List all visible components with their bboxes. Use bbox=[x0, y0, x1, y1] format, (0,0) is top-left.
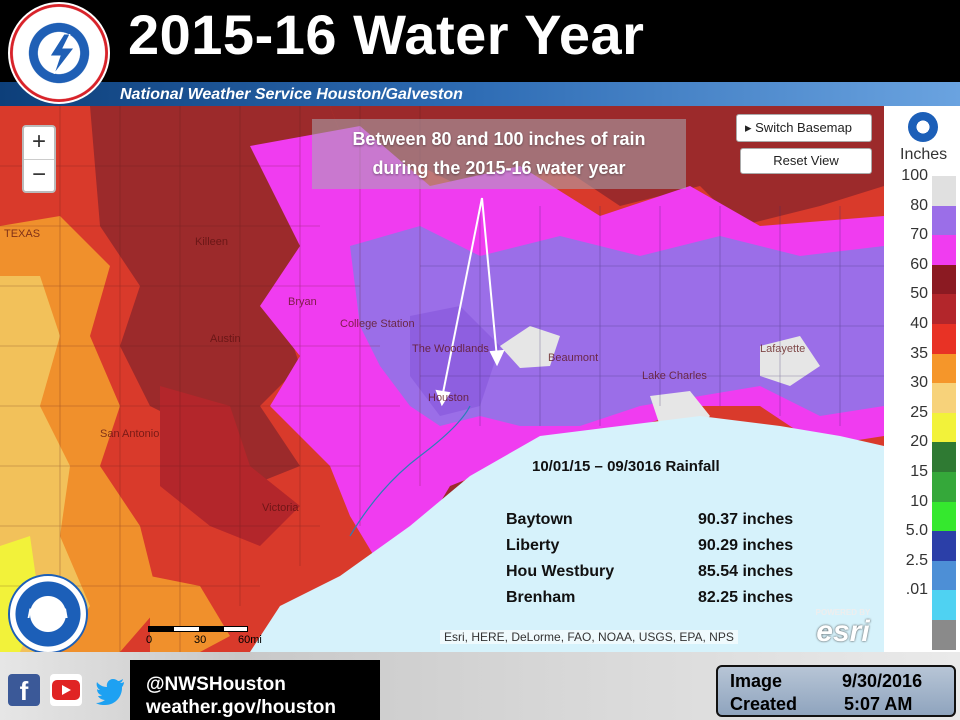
place-label: Killeen bbox=[195, 236, 229, 248]
noaa-small-logo bbox=[908, 112, 938, 142]
created-date: 9/30/2016 bbox=[842, 671, 923, 691]
site-name: Hou Westbury bbox=[506, 563, 615, 580]
legend-label: 100 bbox=[901, 167, 928, 184]
rainfall-row: Liberty 90.29 inches bbox=[506, 537, 816, 563]
place-label: Bryan bbox=[288, 296, 317, 308]
legend-swatch bbox=[932, 353, 956, 384]
callout-box: Between 80 and 100 inches of rain during… bbox=[312, 119, 686, 189]
legend-swatch bbox=[932, 560, 956, 591]
rainfall-title: 10/01/15 – 09/3016 Rainfall bbox=[532, 458, 720, 475]
scale-label-60: 60mi bbox=[238, 634, 262, 646]
handle-bar bbox=[130, 660, 380, 720]
noaa-logo: NOAA bbox=[8, 574, 88, 654]
legend-units: Inches bbox=[900, 146, 948, 163]
legend-label: 50 bbox=[910, 285, 928, 303]
page-title: 2015-16 Water Year bbox=[128, 3, 645, 66]
youtube-icon[interactable] bbox=[50, 674, 82, 706]
legend-label: 15 bbox=[910, 463, 928, 480]
image-label: Image bbox=[730, 671, 783, 691]
rainfall-row: Hou Westbury 85.54 inches bbox=[506, 563, 816, 589]
noaa-logo-text: NOAA bbox=[27, 605, 69, 621]
zoom-in-button[interactable]: + bbox=[31, 128, 46, 155]
legend-swatch bbox=[932, 531, 956, 562]
legend-panel: Inches 100 80 70 60 50 40 35 30 25 20 15 10 5.0 2.5 .0… bbox=[884, 106, 960, 652]
legend-label: 10 bbox=[910, 492, 928, 510]
legend-swatch bbox=[932, 590, 956, 621]
legend-swatch bbox=[932, 472, 956, 502]
legend-swatch bbox=[932, 383, 956, 414]
legend-label: 20 bbox=[910, 433, 928, 451]
site-name: Brenham bbox=[506, 589, 576, 606]
place-label: Victoria bbox=[262, 502, 299, 514]
image-created-box: Image Created 9/30/2016 5:07 AM bbox=[716, 665, 956, 717]
place-label: Lake Charles bbox=[642, 370, 707, 382]
legend-label: 5.0 bbox=[905, 522, 928, 540]
rainfall-amount: 90.37 inches bbox=[698, 511, 794, 528]
rainfall-amount: 82.25 inches bbox=[698, 589, 794, 606]
legend-label: .01 bbox=[905, 581, 928, 599]
legend-label: 35 bbox=[910, 344, 928, 362]
place-label: Beaumont bbox=[548, 352, 599, 364]
zoom-control: + − bbox=[22, 125, 56, 193]
legend-swatch bbox=[932, 412, 956, 443]
legend-label: 30 bbox=[910, 374, 928, 392]
rainfall-row: Baytown 90.37 inches bbox=[506, 511, 816, 537]
switch-basemap-button[interactable]: ▸ Switch Basemap bbox=[736, 114, 872, 142]
site-name: Liberty bbox=[506, 537, 560, 554]
place-label: College Station bbox=[340, 318, 415, 330]
legend-swatch bbox=[932, 176, 956, 206]
legend-swatch bbox=[932, 205, 956, 236]
scale-label-0: 0 bbox=[146, 634, 153, 646]
callout-line-1: Between 80 and 100 inches of rain bbox=[352, 129, 646, 149]
esri-logo: POWERED BY esri bbox=[808, 608, 878, 648]
rainfall-row: Brenham 82.25 inches bbox=[506, 589, 816, 615]
scale-bar bbox=[148, 626, 248, 632]
legend-swatch bbox=[932, 620, 956, 650]
map-attribution: Esri, HERE, DeLorme, FAO, NOAA, USGS, EP… bbox=[440, 630, 738, 644]
page-subtitle: National Weather Service Houston/Galvest… bbox=[120, 86, 463, 103]
legend-swatch bbox=[932, 442, 956, 473]
website-link[interactable]: weather.gov/houston bbox=[146, 697, 337, 718]
created-label: Created bbox=[730, 694, 798, 714]
place-label: Austin bbox=[210, 333, 241, 345]
zoom-out-button[interactable]: − bbox=[24, 159, 54, 191]
legend-swatch bbox=[932, 501, 956, 532]
legend-label: 25 bbox=[910, 403, 928, 421]
legend-label: 80 bbox=[910, 196, 928, 214]
place-label: San Antonio bbox=[100, 428, 160, 440]
scale-label-30: 30 bbox=[194, 634, 207, 646]
legend-swatch bbox=[932, 235, 956, 266]
legend-swatch bbox=[932, 324, 956, 354]
subtitle-bar bbox=[0, 82, 960, 106]
legend-label: 40 bbox=[910, 315, 928, 332]
place-label: TEXAS bbox=[4, 228, 41, 240]
place-label: The Woodlands bbox=[412, 343, 489, 355]
esri-powered-text: POWERED BY bbox=[815, 608, 871, 617]
twitter-handle[interactable]: @NWSHouston bbox=[146, 674, 286, 695]
place-label: Houston bbox=[428, 392, 469, 404]
rainfall-amount: 85.54 inches bbox=[698, 563, 794, 580]
facebook-icon[interactable]: f bbox=[8, 674, 40, 706]
rainfall-amount: 90.29 inches bbox=[698, 537, 794, 554]
place-label: Lafayette bbox=[760, 343, 806, 355]
rainfall-table: Baytown 90.37 inches Liberty 90.29 inche… bbox=[506, 511, 816, 615]
legend-swatch bbox=[932, 264, 956, 295]
legend-label: 60 bbox=[910, 255, 928, 273]
header-bar bbox=[0, 0, 960, 82]
reset-view-button[interactable]: Reset View bbox=[740, 148, 872, 174]
legend-label: 70 bbox=[910, 226, 928, 244]
legend-label: 2.5 bbox=[905, 551, 928, 569]
esri-text: esri bbox=[816, 615, 870, 648]
legend-swatch bbox=[932, 294, 956, 325]
lightning-bolt-icon bbox=[49, 34, 76, 74]
callout-line-2: during the 2015-16 water year bbox=[372, 158, 626, 178]
created-time: 5:07 AM bbox=[844, 694, 913, 714]
site-name: Baytown bbox=[506, 511, 573, 528]
twitter-icon[interactable] bbox=[94, 674, 126, 706]
nws-logo bbox=[8, 2, 110, 104]
